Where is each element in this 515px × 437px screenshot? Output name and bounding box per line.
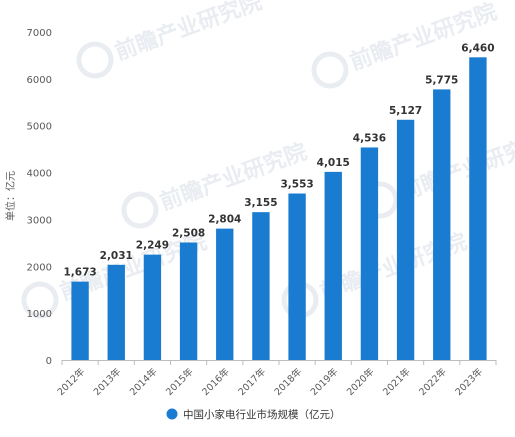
data-label: 5,775: [425, 74, 458, 86]
legend-marker: [166, 408, 178, 420]
y-tick-label: 3000: [27, 215, 52, 226]
x-tick-label: 2012年: [55, 365, 88, 398]
data-label: 2,804: [208, 214, 241, 226]
x-tick-label: 2021年: [380, 365, 413, 398]
watermark-logo: [76, 41, 114, 79]
x-tick-label: 2015年: [163, 365, 196, 398]
x-tick-label: 2016年: [200, 365, 233, 398]
x-tick-label: 2018年: [272, 365, 305, 398]
x-tick-label: 2013年: [91, 365, 124, 398]
watermark-text: 前瞻产业研究院: [157, 139, 311, 216]
data-label: 4,536: [353, 132, 386, 144]
bar: [179, 242, 198, 360]
watermark-logo: [21, 281, 59, 319]
data-label: 2,249: [136, 240, 169, 252]
x-tick-label: 2023年: [453, 365, 486, 398]
y-tick-label: 2000: [27, 262, 52, 273]
y-tick-label: 1000: [27, 309, 52, 320]
bar: [469, 57, 487, 360]
x-tick-label: 2020年: [344, 365, 377, 398]
y-axis: 0 1000 2000 3000 4000 5000 6000 7000 单位：亿元: [4, 28, 52, 367]
watermark-logo: [311, 51, 349, 89]
bar: [396, 119, 415, 360]
bar: [216, 228, 234, 360]
data-label: 4,015: [317, 157, 350, 169]
data-label: 2,031: [100, 250, 133, 262]
bar: [107, 264, 125, 360]
x-tick-label: 2022年: [417, 365, 450, 398]
bar: [360, 147, 379, 360]
bar: [288, 193, 306, 360]
watermark-text: 前瞻产业研究院: [112, 0, 266, 66]
data-label: 2,508: [172, 227, 205, 239]
y-axis-title: 单位：亿元: [4, 171, 17, 221]
bar: [252, 212, 270, 360]
bar: [71, 281, 89, 360]
x-tick-label: 2019年: [308, 365, 341, 398]
y-tick-label: 7000: [27, 28, 52, 39]
legend-label: 中国小家电行业市场规模（亿元）: [183, 408, 341, 421]
data-label: 3,155: [244, 197, 277, 209]
y-tick-label: 4000: [27, 169, 52, 180]
x-tick-label: 2014年: [127, 365, 160, 398]
watermark-text: 前瞻产业研究院: [397, 129, 515, 206]
watermark-logo: [121, 191, 159, 229]
bar: [324, 171, 342, 360]
bar: [143, 254, 162, 360]
legend: 中国小家电行业市场规模（亿元）: [166, 408, 341, 421]
data-label: 6,460: [461, 42, 494, 54]
data-label: 3,553: [280, 179, 313, 191]
x-axis: 2012年 2013年 2014年 2015年 2016年 2017年 2018年 2019年…: [55, 360, 497, 398]
data-label: 1,673: [63, 267, 96, 279]
bar: [433, 89, 451, 361]
watermark: 前瞻产业研究院: [76, 0, 266, 79]
y-tick-label: 0: [46, 356, 52, 367]
y-tick-label: 6000: [27, 75, 52, 86]
y-tick-label: 5000: [27, 122, 52, 133]
x-tick-label: 2017年: [236, 365, 269, 398]
data-label: 5,127: [389, 105, 422, 117]
